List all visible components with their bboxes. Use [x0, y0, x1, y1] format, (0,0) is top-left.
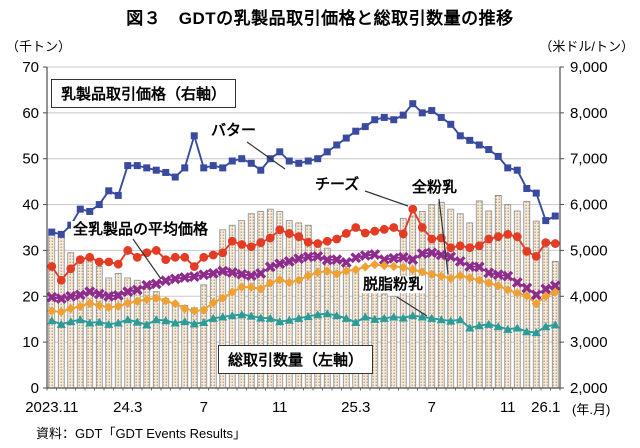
volume-bar: [494, 194, 502, 389]
butter-series-label: バター: [209, 122, 259, 139]
left-axis-tick: 30: [22, 242, 39, 259]
chart-title: 図３ GDTの乳製品取引価格と総取引数量の推移: [126, 9, 514, 28]
right-axis-tick: 5,000: [570, 242, 608, 259]
right-axis-tick: 3,000: [570, 334, 608, 351]
left-axis-tick: 0: [31, 380, 39, 397]
right-axis-tick: 8,000: [570, 105, 608, 122]
x-axis-tick: 25.3: [341, 399, 370, 416]
x-axis-tick: 24.3: [113, 399, 142, 416]
volume-bar: [133, 279, 141, 389]
source-note: 資料：GDT「GDT Events Results」: [36, 426, 246, 441]
volume-bar: [418, 211, 426, 389]
left-axis-unit: （千トン）: [6, 39, 72, 54]
left-axis-tick: 50: [22, 151, 39, 168]
volume-bar: [76, 261, 84, 389]
volume-bar: [456, 213, 464, 389]
volume-bar: [171, 302, 179, 389]
volume-bar: [114, 272, 122, 389]
wmp-series-label: 全粉乳: [410, 179, 460, 196]
annotation-pointer: [438, 198, 449, 275]
average-price-series-label: 全乳製品の平均価格: [71, 221, 211, 238]
left-axis-tick: 40: [22, 197, 39, 214]
x-axis-tick: 11: [500, 399, 516, 416]
volume-bar: [475, 200, 483, 389]
right-axis-tick: 7,000: [570, 151, 608, 168]
volume-axis-box-label: 総取引数量（左軸）: [218, 345, 374, 374]
annotation-pointer: [396, 296, 428, 317]
volume-bar: [428, 204, 436, 389]
x-axis-tick: 2023.11: [25, 399, 78, 416]
x-axis-tick: 7: [200, 399, 208, 416]
right-axis-tick: 2,000: [570, 380, 608, 397]
x-axis-tick: 11: [272, 399, 288, 416]
volume-bar: [409, 215, 417, 389]
x-axis-tick: 7: [428, 399, 436, 416]
volume-bar: [390, 295, 398, 389]
left-axis-tick: 20: [22, 288, 39, 305]
right-axis-tick: 4,000: [570, 288, 608, 305]
right-axis-tick: 6,000: [570, 197, 608, 214]
cheese-series-label: チーズ: [313, 176, 362, 193]
right-axis-tick: 9,000: [570, 59, 608, 76]
volume-bar: [437, 201, 445, 389]
annotation-pointer: [364, 190, 409, 207]
left-axis-tick: 60: [22, 105, 39, 122]
left-axis-tick: 70: [22, 59, 39, 76]
volume-bar: [447, 208, 455, 389]
annotation-pointer: [246, 141, 286, 170]
volume-bar: [152, 291, 160, 389]
left-axis-tick: 10: [22, 334, 39, 351]
smp-series-label: 脱脂粉乳: [361, 276, 426, 293]
price-axis-box-label: 乳製品取引価格（右軸）: [51, 79, 237, 108]
volume-bar: [209, 272, 217, 389]
volume-bar: [380, 293, 388, 389]
volume-bar: [95, 266, 103, 389]
x-axis-unit: (年.月): [572, 402, 611, 417]
annotation-pointer: [132, 238, 162, 280]
right-axis-unit: （米ドル/トン）: [539, 39, 634, 54]
volume-bar: [200, 284, 208, 389]
volume-bar: [399, 217, 407, 389]
x-axis-tick: 26.1: [531, 399, 560, 416]
volume-bar: [162, 298, 170, 389]
volume-bar: [542, 247, 550, 389]
